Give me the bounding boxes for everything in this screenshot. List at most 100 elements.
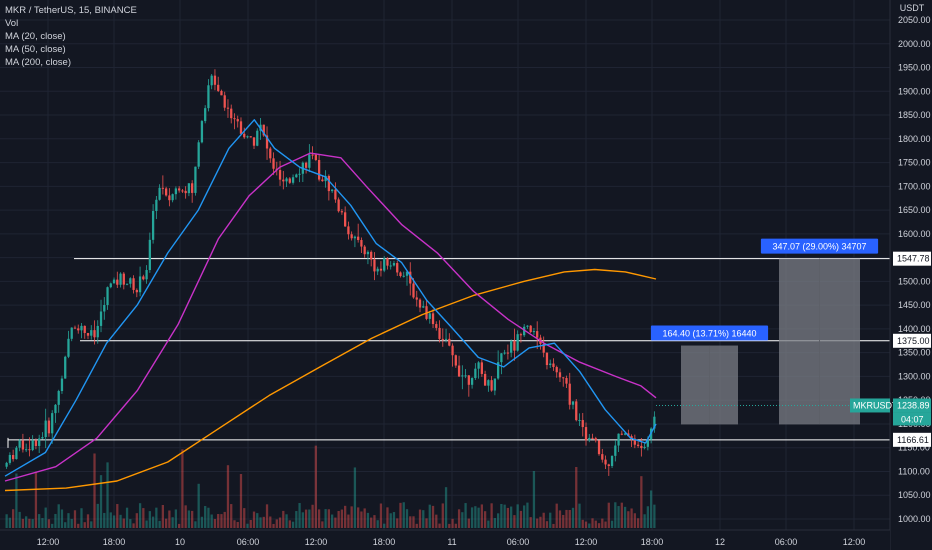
candle-down <box>11 455 15 460</box>
volume-bar <box>425 518 428 528</box>
volume-bar <box>278 517 282 528</box>
ma200-line <box>4 268 657 492</box>
candle-down <box>431 313 435 325</box>
candle-up <box>194 166 197 193</box>
candle-up <box>44 420 47 438</box>
candle-up <box>298 173 301 175</box>
volume-bar <box>25 516 28 528</box>
symbol-title[interactable]: MKR / TetherUS, 15, BINANCE <box>5 5 137 16</box>
candle-down <box>357 236 360 241</box>
price-tick-label: 2000.00 <box>898 39 931 49</box>
candle-down <box>545 352 549 366</box>
volume-bar <box>415 523 418 528</box>
volume-bar <box>272 523 275 528</box>
candle-up <box>402 275 405 277</box>
volume-bar <box>259 517 262 528</box>
candle-down <box>555 367 558 373</box>
candle-down <box>132 278 135 290</box>
volume-bar <box>396 518 399 528</box>
time-tick-label: 18:00 <box>373 537 396 547</box>
candle-down <box>265 135 269 149</box>
volume-bar <box>60 509 64 528</box>
time-axis[interactable]: 12:00 18:00 10 06:00 12:00 18:00 11 06:00 12:00 1… <box>0 529 890 550</box>
volume-bar <box>529 517 532 528</box>
candle-down <box>334 189 337 200</box>
volume-bar <box>15 473 18 528</box>
candle-up <box>197 142 200 167</box>
volume-bar <box>330 514 334 528</box>
candle-up <box>80 325 83 331</box>
volume-bar <box>8 517 12 528</box>
candle-up <box>64 356 67 379</box>
legend-ma200[interactable]: MA (200, close) <box>5 57 71 68</box>
price-tick-label: 1450.00 <box>898 300 931 310</box>
candle-down <box>630 436 633 439</box>
volume-bar <box>249 519 252 528</box>
volume-bar <box>490 503 493 528</box>
candle-up <box>99 311 103 326</box>
legend-ma50[interactable]: MA (50, close) <box>5 44 66 55</box>
volume-bar <box>571 507 575 528</box>
volume-bar <box>392 512 396 528</box>
candle-up <box>405 271 409 276</box>
volume-bar <box>116 504 119 528</box>
volume-bar <box>532 470 536 528</box>
candle-down <box>269 148 272 159</box>
candle-down <box>594 438 597 441</box>
volume-bar <box>630 508 633 528</box>
candle-down <box>513 340 516 351</box>
time-axis-bg <box>0 530 890 550</box>
last-price-tag: 1238.89 <box>897 400 930 410</box>
candle-down <box>584 427 588 441</box>
measure-boxes[interactable]: 164.40 (13.71%) 16440 347.07 (29.00%) 347… <box>650 238 879 425</box>
volume-bar <box>44 507 47 528</box>
price-axis[interactable]: USDT1000.001050.001100.001150.001200.001… <box>656 0 932 550</box>
horizontal-levels[interactable] <box>7 258 890 448</box>
candle-up <box>389 265 392 267</box>
volume-bar <box>646 506 650 528</box>
candle-down <box>536 331 539 338</box>
volume-bar <box>239 474 243 528</box>
volume-bar <box>21 518 25 528</box>
volume-bar <box>523 505 526 528</box>
candle-up <box>516 334 519 351</box>
volume-bar <box>493 517 497 528</box>
candle-down <box>142 276 145 280</box>
candle-up <box>383 258 386 271</box>
candle-up <box>500 353 503 363</box>
measure-label: 164.40 (13.71%) 16440 <box>662 329 756 339</box>
volume-bar <box>142 508 145 528</box>
candle-down <box>161 187 165 189</box>
legend-vol[interactable]: Vol <box>5 18 19 29</box>
candle-up <box>171 194 174 201</box>
candle-down <box>506 352 510 354</box>
volume-bar <box>178 523 181 528</box>
time-tick-label: 12:00 <box>305 537 328 547</box>
volume-bar <box>47 519 51 528</box>
volume-bar <box>262 516 265 528</box>
candle-up <box>496 362 500 379</box>
volume-bar <box>344 505 347 528</box>
legend-ma20[interactable]: MA (20, close) <box>5 31 66 42</box>
level-tag-label: 1166.61 <box>897 435 929 445</box>
volume-bar <box>441 503 444 528</box>
candle-down <box>542 343 545 353</box>
candle-down <box>454 355 457 366</box>
volume-bar <box>405 509 409 528</box>
candle-up <box>5 462 8 467</box>
time-tick-label: 12:00 <box>37 537 60 547</box>
time-tick-label: 12:00 <box>843 537 866 547</box>
volume-bar <box>601 518 604 528</box>
candle-down <box>178 188 181 191</box>
price-tick-label: 2050.00 <box>898 15 931 25</box>
candle-up <box>187 183 191 194</box>
candle-up <box>617 433 620 446</box>
volume-bar <box>373 515 376 528</box>
volume-bar <box>636 518 640 528</box>
volume-bar <box>620 502 623 528</box>
volume-bar <box>480 504 483 528</box>
volume-bar <box>187 510 191 528</box>
volume-bar <box>402 502 405 528</box>
candle-down <box>288 178 291 183</box>
